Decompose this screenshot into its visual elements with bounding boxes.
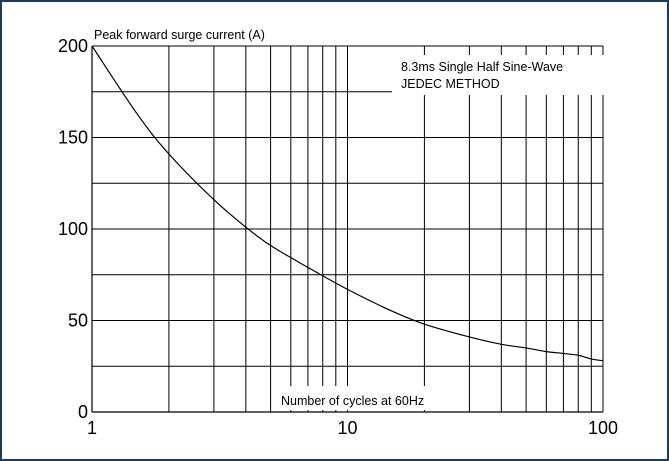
- y-tick-label: 100: [58, 219, 88, 239]
- y-tick-label: 200: [58, 36, 88, 56]
- x-axis-label: Number of cycles at 60Hz: [281, 394, 424, 408]
- y-tick-label: 150: [58, 128, 88, 148]
- annotation-line: JEDEC METHOD: [401, 77, 500, 91]
- y-tick-label: 50: [68, 311, 88, 331]
- x-tick-label: 10: [337, 418, 357, 438]
- y-axis-label: Peak forward surge current (A): [94, 28, 265, 42]
- y-tick-label: 0: [78, 402, 88, 422]
- x-tick-label: 100: [588, 418, 618, 438]
- x-tick-label: 1: [87, 418, 97, 438]
- annotation-mask: [392, 55, 604, 95]
- surge-current-curve: [91, 45, 604, 362]
- annotation-line: 8.3ms Single Half Sine-Wave: [401, 60, 563, 74]
- ylabel-mask: [93, 24, 308, 44]
- xlabel-mask: [278, 386, 458, 410]
- tick-labels: 0 50 100 150 200 1 10 100: [58, 36, 618, 438]
- text-labels: Peak forward surge current (A) Number of …: [94, 28, 563, 408]
- plot-series: [91, 45, 604, 362]
- grid: [91, 24, 604, 413]
